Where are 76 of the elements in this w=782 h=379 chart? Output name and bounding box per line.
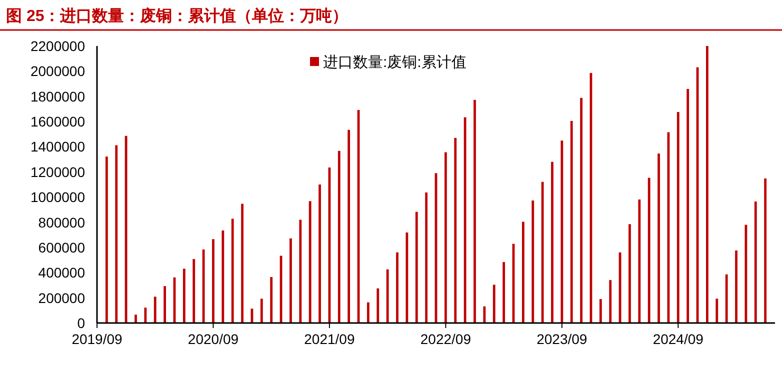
bar (348, 130, 350, 323)
bar (192, 259, 196, 323)
bar (744, 224, 748, 323)
bar (241, 204, 244, 323)
y-tick-label: 1000000 (30, 189, 86, 206)
y-tick-label: 0 (77, 315, 86, 331)
bar (492, 284, 496, 323)
bar (134, 314, 137, 323)
bar (502, 262, 505, 323)
bar (115, 145, 118, 323)
bar (367, 302, 370, 323)
x-tick-label: 2024/09 (652, 331, 704, 347)
x-tick-label: 2021/09 (304, 331, 355, 347)
bar (376, 288, 380, 323)
bar (570, 120, 573, 323)
bar (318, 184, 321, 323)
bar (658, 154, 660, 323)
bar (454, 138, 457, 323)
y-tick-label: 1800000 (30, 88, 86, 104)
bar (144, 308, 147, 323)
bar (580, 98, 582, 323)
y-tick-label: 2000000 (30, 63, 86, 80)
y-tick-label: 600000 (38, 239, 86, 256)
bar (754, 202, 757, 323)
bar (290, 238, 292, 323)
bar (551, 162, 554, 323)
x-tick-label: 2023/09 (536, 331, 588, 347)
bar (124, 136, 128, 323)
y-tick-label: 1400000 (30, 138, 86, 155)
bar (628, 224, 631, 323)
bar (599, 299, 602, 323)
bar (231, 218, 234, 323)
bar (706, 46, 708, 323)
bar (444, 152, 447, 323)
bar (260, 298, 263, 323)
bar (164, 286, 166, 323)
bar (609, 280, 612, 323)
bar (299, 220, 302, 323)
bar (406, 232, 408, 323)
y-tick-label: 200000 (38, 290, 86, 306)
x-tick-label: 2022/09 (420, 331, 472, 347)
bar (764, 178, 767, 323)
y-tick-label: 1200000 (30, 164, 86, 180)
bar (425, 192, 428, 323)
bar (396, 252, 398, 323)
x-tick-label: 2020/09 (188, 331, 239, 347)
bar (638, 199, 641, 323)
bar (338, 150, 340, 323)
bar (222, 230, 224, 323)
bar (522, 222, 524, 323)
bar (415, 212, 418, 323)
bar (532, 200, 534, 323)
y-tick-label: 800000 (38, 214, 86, 230)
bar (182, 268, 186, 323)
bar (560, 140, 564, 323)
y-tick-label: 400000 (38, 264, 86, 281)
y-tick-label: 1600000 (30, 114, 86, 130)
legend-label: 进口数量:废铜:累计值 (323, 54, 466, 71)
bar (270, 277, 273, 323)
bar (725, 274, 728, 323)
bar (483, 306, 486, 323)
x-tick-label: 2019/09 (72, 331, 123, 347)
bar (105, 156, 108, 323)
bar (716, 298, 718, 323)
bar (648, 178, 650, 323)
bar (212, 239, 214, 323)
bar (154, 296, 156, 323)
y-tick-label: 2200000 (30, 38, 86, 54)
bar (464, 117, 466, 323)
bar (386, 269, 389, 323)
bar (676, 112, 680, 323)
bar (308, 201, 312, 323)
bar (735, 250, 738, 323)
bar (474, 100, 476, 323)
chart-title: 图 25：进口数量：废铜：累计值（单位：万吨） (6, 7, 348, 25)
bar (686, 88, 690, 323)
